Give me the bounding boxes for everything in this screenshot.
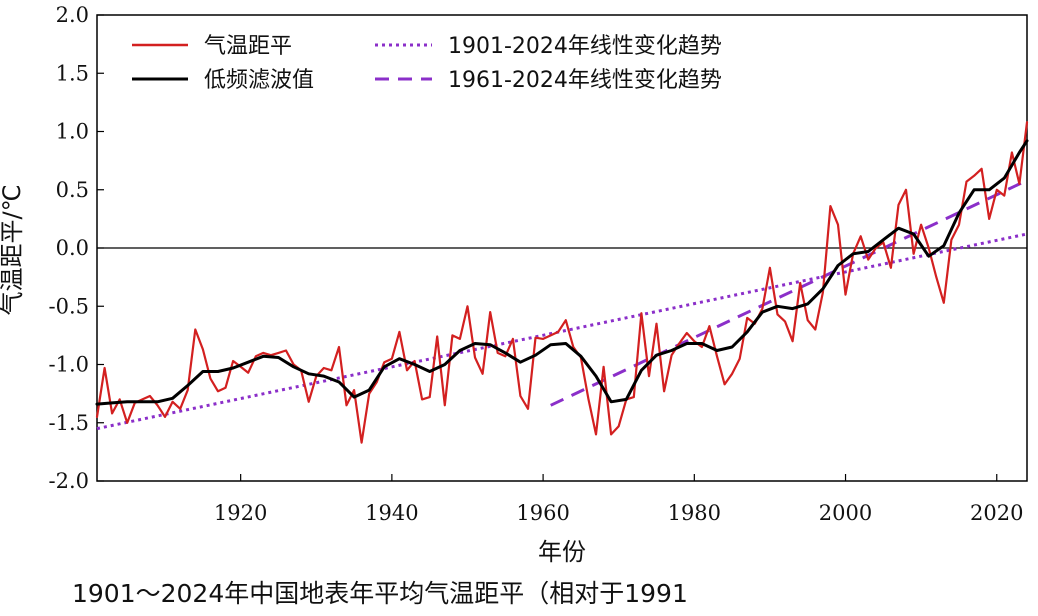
x-axis-ticks: 1920 1940 1960 1980 2000 2020: [214, 474, 1023, 525]
y-tick-label: 1.0: [56, 120, 89, 144]
y-tick-label: -1.0: [49, 353, 90, 377]
x-tick-label: 2020: [970, 501, 1023, 525]
y-tick-label: 2.0: [56, 3, 89, 27]
y-tick-label: -0.5: [49, 294, 90, 318]
x-tick-label: 1940: [365, 501, 418, 525]
y-axis-ticks: -2.0 -1.5 -1.0 -0.5 0.0 0.5 1.0 1.5 2.0: [49, 3, 104, 493]
trend-line-1901-2024: [96, 232, 1028, 431]
x-axis-title: 年份: [538, 538, 586, 566]
x-tick-label: 1980: [668, 501, 721, 525]
series-layer: [95, 121, 1029, 444]
legend-label-filter: 低频滤波值: [204, 68, 314, 93]
y-tick-label: 0.5: [56, 178, 89, 202]
low-pass-filter-line: [95, 139, 1029, 406]
x-tick-label: 1960: [516, 501, 569, 525]
legend-label-trend-1901: 1901-2024年线性变化趋势: [448, 34, 722, 59]
legend-label-trend-1961: 1961-2024年线性变化趋势: [448, 68, 722, 93]
y-axis-title: 气温距平/℃: [0, 184, 26, 315]
anomaly-series-line: [95, 121, 1029, 444]
y-tick-label: 1.5: [56, 61, 89, 85]
legend-label-anomaly: 气温距平: [204, 34, 292, 59]
x-tick-label: 1920: [214, 501, 267, 525]
x-tick-label: 2000: [819, 501, 872, 525]
y-tick-label: -2.0: [49, 469, 90, 493]
legend: 气温距平 低频滤波值 1901-2024年线性变化趋势 1961-2024年线性…: [132, 34, 722, 93]
y-tick-label: 0.0: [56, 236, 89, 260]
trend-line-1961-2024: [550, 179, 1028, 407]
y-tick-label: -1.5: [49, 411, 90, 435]
figure-caption: 1901～2024年中国地表年平均气温距平（相对于1991: [72, 579, 688, 608]
